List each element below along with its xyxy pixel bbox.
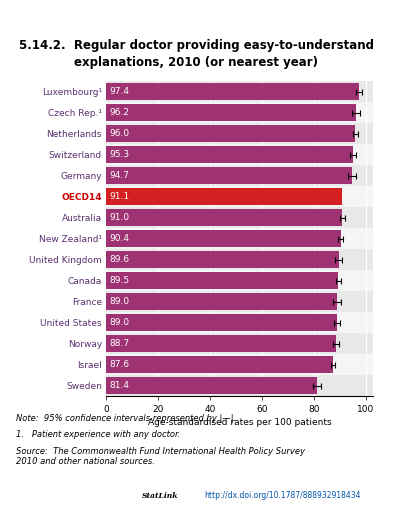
Text: 96.0: 96.0: [109, 129, 129, 138]
Text: http://dx.doi.org/10.1787/888932918434: http://dx.doi.org/10.1787/888932918434: [204, 491, 361, 500]
X-axis label: Age-standardised rates per 100 patients: Age-standardised rates per 100 patients: [148, 419, 332, 427]
Bar: [106, 165, 373, 186]
Bar: [106, 249, 373, 270]
Bar: [106, 81, 373, 102]
Bar: [106, 146, 353, 164]
Bar: [106, 377, 317, 394]
Text: 89.0: 89.0: [109, 297, 129, 306]
Bar: [106, 104, 356, 121]
Bar: [106, 102, 373, 123]
Text: 91.0: 91.0: [109, 213, 129, 223]
Bar: [106, 314, 337, 331]
Bar: [106, 209, 342, 227]
Text: 90.4: 90.4: [109, 234, 129, 243]
Text: 95.3: 95.3: [109, 150, 129, 160]
Text: 89.5: 89.5: [109, 276, 129, 285]
Bar: [106, 186, 373, 207]
Text: Note:  95% confidence intervals represented by |—|.: Note: 95% confidence intervals represent…: [16, 414, 236, 423]
Bar: [106, 356, 333, 373]
Bar: [106, 144, 373, 165]
Text: 89.6: 89.6: [109, 255, 129, 264]
Bar: [106, 251, 339, 268]
Text: 5.14.2.  Regular doctor providing easy-to-understand
explanations, 2010 (or near: 5.14.2. Regular doctor providing easy-to…: [19, 39, 374, 69]
Text: 97.4: 97.4: [109, 87, 129, 97]
Text: 89.0: 89.0: [109, 318, 129, 327]
Bar: [106, 375, 373, 396]
Text: Source:  The Commonwealth Fund International Health Policy Survey
2010 and other: Source: The Commonwealth Fund Internatio…: [16, 447, 305, 466]
Bar: [106, 293, 337, 310]
Text: 88.7: 88.7: [109, 339, 129, 348]
Text: StatLink: StatLink: [141, 492, 178, 500]
Bar: [106, 230, 341, 247]
Bar: [106, 270, 373, 291]
Bar: [106, 83, 359, 101]
Bar: [106, 228, 373, 249]
Bar: [106, 335, 336, 353]
Text: 81.4: 81.4: [109, 381, 129, 390]
Bar: [106, 125, 355, 142]
Text: 91.1: 91.1: [109, 192, 129, 201]
Bar: [106, 207, 373, 228]
Bar: [106, 123, 373, 144]
Bar: [106, 272, 338, 290]
Bar: [106, 167, 352, 184]
Text: 1.   Patient experience with any doctor.: 1. Patient experience with any doctor.: [16, 430, 180, 439]
Bar: [106, 291, 373, 312]
Bar: [106, 354, 373, 375]
Text: 87.6: 87.6: [109, 360, 129, 369]
Text: 94.7: 94.7: [109, 171, 129, 180]
Bar: [106, 312, 373, 333]
Text: 96.2: 96.2: [109, 108, 129, 117]
Bar: [106, 333, 373, 354]
Bar: [106, 188, 342, 205]
